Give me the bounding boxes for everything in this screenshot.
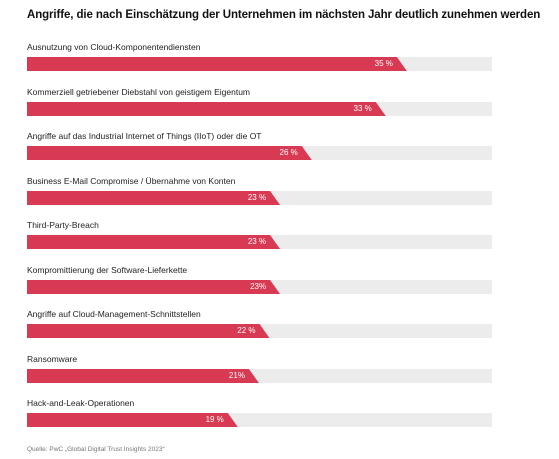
value-label: 35 % bbox=[374, 59, 393, 68]
bar-svg bbox=[27, 279, 281, 294]
bar-svg bbox=[27, 413, 238, 427]
bar-row: Kompromittierung der Software-Lieferkett… bbox=[27, 265, 492, 305]
category-label: Angriffe auf das Industrial Internet of … bbox=[27, 131, 262, 141]
category-label: Kommerziell getriebener Diebstahl von ge… bbox=[27, 86, 250, 97]
category-label: Hack-and-Leak-Operationen bbox=[27, 398, 135, 408]
bar-svg bbox=[27, 324, 270, 338]
bar bbox=[27, 101, 386, 116]
bar bbox=[27, 146, 312, 160]
bar-svg bbox=[27, 368, 259, 383]
bar-row: Hack-and-Leak-Operationen 19 % bbox=[27, 398, 492, 438]
bar bbox=[27, 235, 281, 249]
value-label: 26 % bbox=[279, 148, 298, 157]
bar bbox=[27, 190, 281, 205]
value-label: 22 % bbox=[237, 326, 256, 335]
bar bbox=[27, 324, 270, 338]
category-label: Ausnutzung von Cloud-Komponentendiensten bbox=[27, 42, 201, 52]
category-label: Third-Party-Breach bbox=[27, 220, 99, 230]
category-label: Business E-Mail Compromise / Übernahme v… bbox=[27, 175, 236, 186]
bar-row: Third-Party-Breach 23 % bbox=[27, 220, 492, 260]
bar bbox=[27, 368, 259, 383]
chart-title: Angriffe, die nach Einschätzung der Unte… bbox=[27, 9, 541, 21]
bar-row: Business E-Mail Compromise / Übernahme v… bbox=[27, 176, 492, 216]
bar-svg bbox=[27, 57, 407, 71]
category-label: Ransomware bbox=[27, 353, 78, 364]
value-label: 23 % bbox=[247, 237, 267, 246]
bar-chart: Ausnutzung von Cloud-Komponentendiensten… bbox=[27, 0, 492, 459]
bar-svg bbox=[27, 101, 386, 116]
value-label: 23% bbox=[250, 281, 267, 291]
bar-svg bbox=[27, 235, 281, 249]
bar bbox=[27, 413, 238, 427]
bar-row: Ransomware 21% bbox=[27, 354, 492, 394]
bar bbox=[27, 57, 407, 71]
bar-row: Kommerziell getriebener Diebstahl von ge… bbox=[27, 87, 492, 127]
bar-row: Ausnutzung von Cloud-Komponentendiensten… bbox=[27, 42, 492, 82]
bar-row: Angriffe auf Cloud-Management-Schnittste… bbox=[27, 309, 492, 349]
value-label: 19 % bbox=[205, 415, 224, 424]
bar-svg bbox=[27, 146, 312, 160]
bar-row: Angriffe auf das Industrial Internet of … bbox=[27, 131, 492, 171]
category-label: Angriffe auf Cloud-Management-Schnittste… bbox=[27, 309, 201, 319]
value-label: 33 % bbox=[353, 103, 372, 113]
bar-svg bbox=[27, 190, 281, 205]
category-label: Kompromittierung der Software-Lieferkett… bbox=[27, 264, 188, 275]
value-label: 23 % bbox=[247, 192, 267, 202]
source-note: Quelle: PwC „Global Digital Trust Insigh… bbox=[27, 446, 165, 453]
bar bbox=[27, 279, 281, 294]
value-label: 21% bbox=[228, 370, 245, 380]
